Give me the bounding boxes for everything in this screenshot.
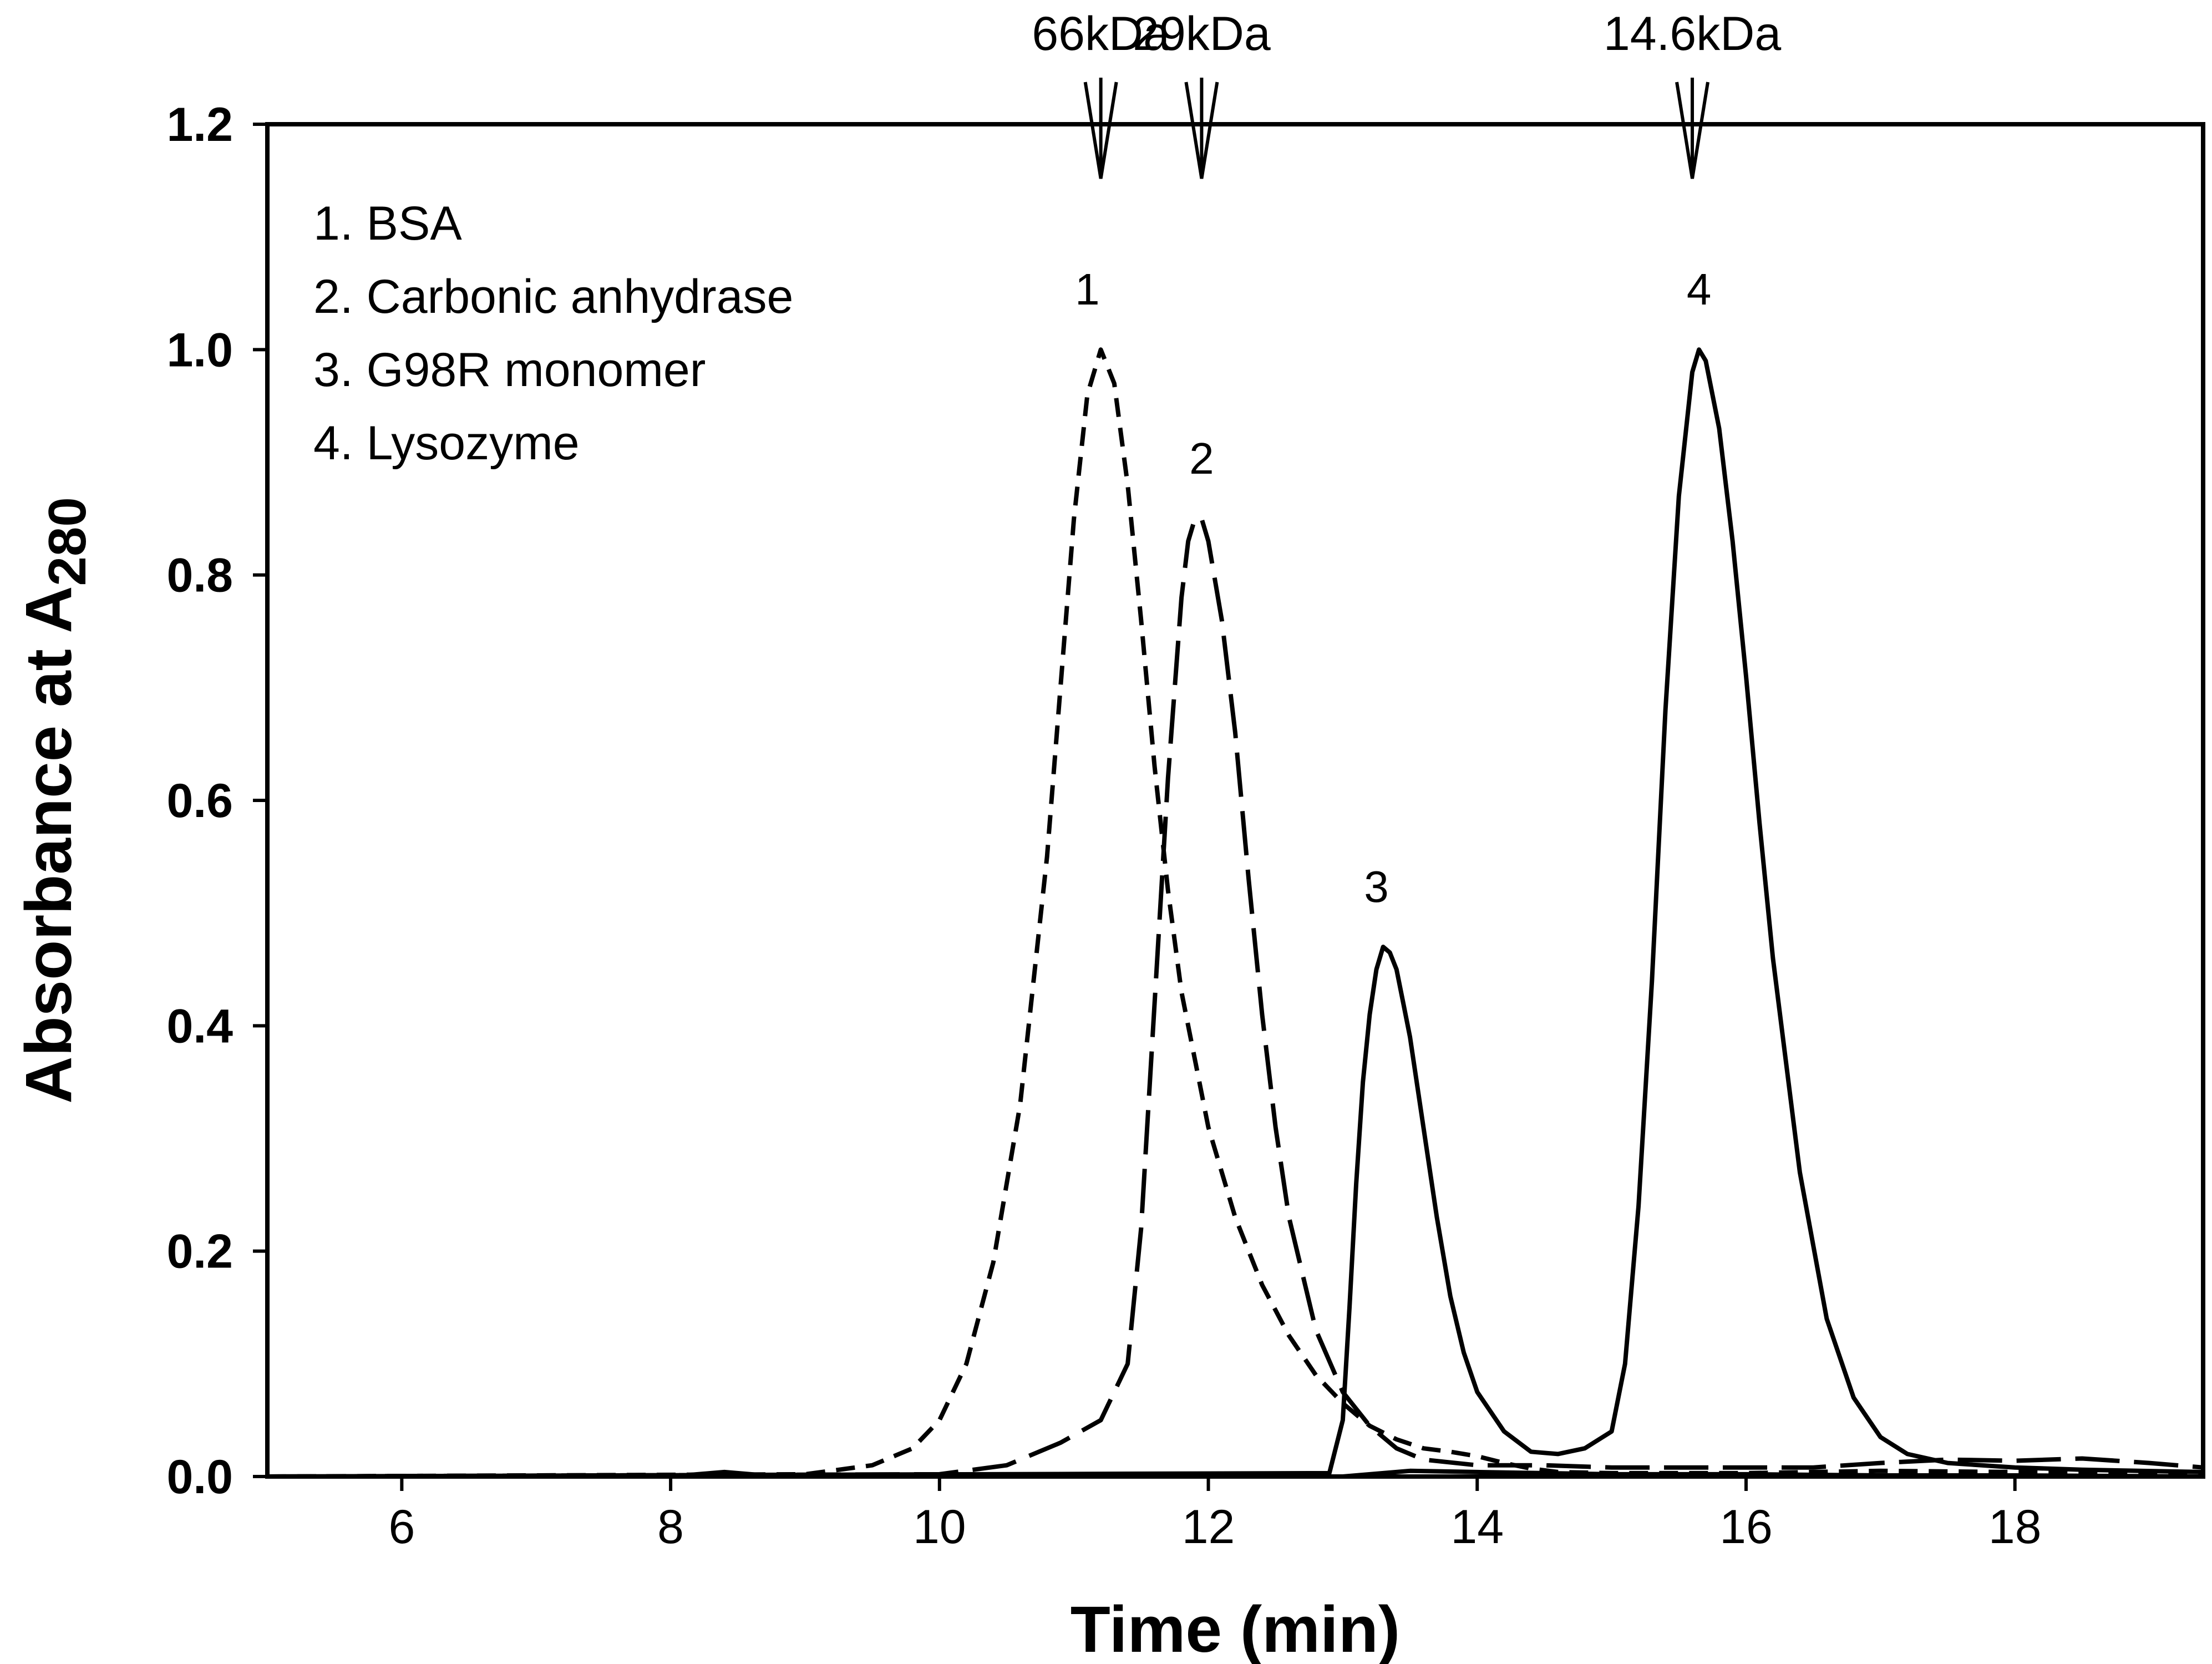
y-tick-label: 0.4 [166, 1000, 233, 1053]
mw-marker: 14.6kDa [1604, 7, 1781, 179]
mw-marker-label: 66kDa [1032, 7, 1170, 60]
y-tick-label: 0.2 [166, 1225, 233, 1279]
peaks-layer: 1 2 3 4 [1075, 265, 1711, 911]
series-line-3 [267, 347, 2204, 1479]
mw-marker-label: 29kDa [1133, 7, 1271, 60]
y-tick-label: 1.2 [166, 98, 233, 151]
y-axis-title-main: Absorbance at A [12, 586, 85, 1103]
x-tick-label: 6 [388, 1500, 415, 1554]
x-tick-label: 8 [657, 1500, 684, 1554]
y-tick-label: 0.8 [166, 549, 233, 602]
y-axis-title-subscript: 280 [38, 497, 97, 586]
peak-label: 2 [1189, 434, 1214, 483]
series-layer [267, 347, 2204, 1479]
mw-marker-arrowhead [1675, 82, 1709, 179]
y-tick-label: 1.0 [166, 323, 233, 377]
x-axis-title: Time (min) [1071, 1593, 1400, 1664]
plot-frame [265, 122, 2205, 1479]
x-tick-label: 12 [1182, 1500, 1235, 1554]
y-tick-label: 0.6 [166, 774, 233, 828]
x-tick-label: 16 [1719, 1500, 1773, 1554]
y-tick-label: 0.0 [166, 1450, 233, 1504]
legend: 1. BSA 2. Carbonic anhydrase 3. G98R monom… [313, 197, 793, 470]
series-line-2 [267, 516, 2204, 1479]
mw-marker-label: 14.6kDa [1604, 7, 1781, 60]
legend-entry: 3. G98R monomer [313, 343, 706, 397]
legend-entry: 2. Carbonic anhydrase [313, 270, 793, 323]
legend-entry: 4. Lysozyme [313, 417, 580, 470]
x-tick-label: 18 [1988, 1500, 2042, 1554]
x-tick-label: 10 [913, 1500, 966, 1554]
ticks-layer: 6 8 10 12 14 16 180.00.20.40.60.81.01.2 [166, 98, 2041, 1554]
peak-label: 3 [1364, 862, 1389, 911]
y-axis-title: Absorbance at A280 [12, 497, 97, 1103]
mw-marker-arrowhead [1083, 82, 1118, 179]
x-tick-label: 14 [1450, 1500, 1504, 1554]
legend-entry: 1. BSA [313, 197, 462, 250]
peak-label: 1 [1075, 265, 1100, 314]
mw-marker-arrowhead [1184, 82, 1219, 179]
mw-marker: 66kDa [1032, 7, 1170, 179]
series-line-1 [267, 347, 2204, 1479]
peak-label: 4 [1687, 265, 1712, 314]
mw-marker: 29kDa [1133, 7, 1271, 179]
